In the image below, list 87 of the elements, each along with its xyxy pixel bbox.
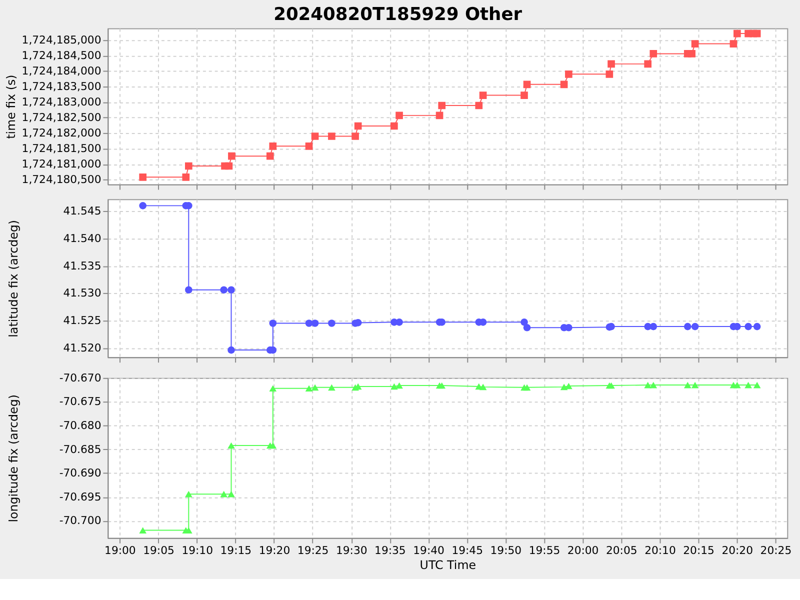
y-tick-label: -70.680 xyxy=(59,418,102,432)
y-tick-label: 41.545 xyxy=(63,204,102,218)
point xyxy=(650,322,658,330)
point xyxy=(184,490,192,498)
point xyxy=(565,324,572,332)
x-tick-label: 19:20 xyxy=(258,544,290,558)
point xyxy=(228,286,235,294)
point xyxy=(396,318,403,326)
point xyxy=(269,385,277,392)
y-axis-title: time fix (s) xyxy=(4,74,18,139)
point xyxy=(744,322,752,330)
point xyxy=(328,384,336,391)
point xyxy=(650,382,658,388)
point xyxy=(220,286,228,294)
point xyxy=(390,383,398,390)
y-tick-label: -70.690 xyxy=(59,466,102,480)
point xyxy=(396,382,403,389)
point xyxy=(691,382,699,388)
y-tick-label: 41.530 xyxy=(63,286,102,300)
point xyxy=(220,490,228,498)
y-tick-label: 1,724,182,000 xyxy=(22,126,102,140)
x-tick-label: 19:50 xyxy=(490,544,522,558)
y-tick-label: -70.685 xyxy=(59,442,102,456)
x-tick-label: 19:55 xyxy=(528,544,560,558)
point xyxy=(311,384,319,391)
x-tick-label: 19:00 xyxy=(104,544,136,558)
point xyxy=(305,320,313,327)
y-tick-label: 1,724,181,500 xyxy=(22,142,102,156)
y-tick-label: -70.700 xyxy=(59,514,102,528)
point xyxy=(305,385,313,392)
y-tick-label: 1,724,184,000 xyxy=(22,64,102,78)
point xyxy=(565,382,572,390)
x-tick-label: 20:15 xyxy=(683,544,714,558)
point xyxy=(269,442,277,449)
point xyxy=(520,318,528,326)
x-tick-label: 19:45 xyxy=(452,544,483,558)
point xyxy=(438,382,446,389)
point xyxy=(269,320,277,327)
y-tick-label: 1,724,180,500 xyxy=(22,173,102,186)
point xyxy=(479,384,487,390)
point xyxy=(523,384,531,391)
y-tick-label: 1,724,185,000 xyxy=(22,34,102,47)
x-tick-label: 20:10 xyxy=(644,544,676,558)
point xyxy=(734,382,741,388)
point xyxy=(228,346,235,354)
y-tick-label: 41.520 xyxy=(63,341,102,354)
x-tick-label: 19:05 xyxy=(143,544,174,558)
x-tick-label: 20:00 xyxy=(567,544,599,558)
y-tick-label: 1,724,183,000 xyxy=(22,96,102,109)
y-axis-title: longitude fix (arcdeg) xyxy=(6,394,20,522)
y-tick-label: 1,724,182,500 xyxy=(22,111,102,124)
x-tick-label: 20:25 xyxy=(760,544,792,558)
x-tick-label: 19:25 xyxy=(297,544,329,558)
point xyxy=(523,324,531,332)
x-tick-label: 19:10 xyxy=(182,544,214,558)
x-tick-label: 19:15 xyxy=(220,544,252,558)
point xyxy=(311,320,319,327)
x-tick-label: 19:35 xyxy=(374,544,406,558)
x-tick-label: 19:40 xyxy=(413,544,445,558)
point xyxy=(328,320,336,327)
point xyxy=(691,322,699,330)
y-axis-title: latitude fix (arcdeg) xyxy=(6,220,20,338)
x-axis-title: UTC Time xyxy=(420,558,476,572)
point xyxy=(753,382,761,388)
y-tick-label: -70.670 xyxy=(59,371,102,384)
y-tick-label: 41.540 xyxy=(63,232,102,245)
point xyxy=(684,322,692,330)
y-tick-label: -70.695 xyxy=(59,490,102,504)
point xyxy=(644,382,652,388)
point xyxy=(684,382,692,388)
x-tick-label: 20:20 xyxy=(722,544,754,558)
y-tick-label: 1,724,183,500 xyxy=(22,80,102,94)
point xyxy=(139,202,146,210)
point xyxy=(139,527,146,534)
x-tick-label: 20:05 xyxy=(606,544,638,558)
y-tick-label: 41.525 xyxy=(63,314,102,327)
chart-title: 20240820T185929 Other xyxy=(274,4,522,25)
y-tick-label: 1,724,181,000 xyxy=(22,158,102,171)
x-tick-label: 19:30 xyxy=(336,544,368,558)
y-tick-label: -70.675 xyxy=(59,395,102,408)
point xyxy=(228,490,235,498)
y-tick-label: 1,724,184,500 xyxy=(22,49,102,62)
point xyxy=(228,442,235,449)
y-tick-label: 41.535 xyxy=(63,259,102,272)
point xyxy=(753,322,761,330)
point xyxy=(744,382,752,388)
point xyxy=(184,286,192,294)
